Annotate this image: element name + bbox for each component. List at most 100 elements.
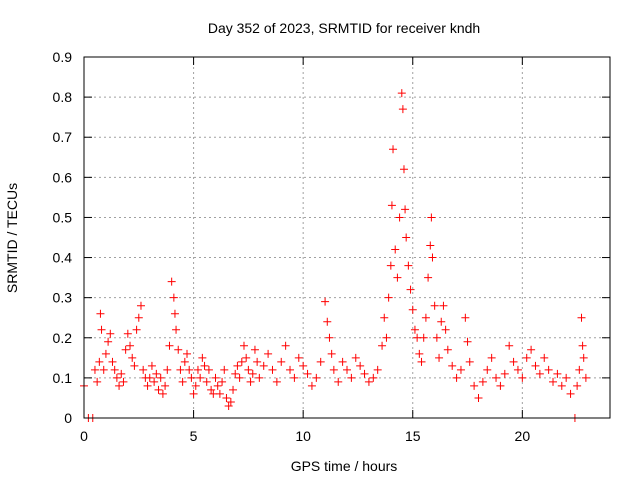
data-point [253, 357, 262, 366]
data-point [522, 353, 531, 362]
data-point [161, 381, 170, 390]
data-point [112, 373, 121, 382]
y-tick-label: 0.8 [53, 89, 73, 105]
data-point [248, 369, 257, 378]
data-point [356, 361, 365, 370]
data-point [165, 341, 174, 350]
data-point [505, 341, 514, 350]
data-point [207, 385, 216, 394]
data-point [463, 337, 472, 346]
data-point [286, 365, 295, 374]
data-point [329, 365, 338, 374]
data-point [222, 393, 231, 402]
data-point [343, 365, 351, 374]
y-tick-label: 0.5 [53, 209, 73, 225]
x-tick-label: 0 [80, 428, 88, 444]
data-point [198, 353, 207, 362]
data-point [167, 277, 176, 286]
data-point [211, 373, 220, 382]
data-point [386, 261, 395, 270]
data-point [242, 353, 251, 362]
data-point [303, 369, 312, 378]
data-point [465, 357, 474, 366]
data-point [338, 357, 347, 366]
data-point [250, 345, 259, 354]
data-point [398, 105, 407, 114]
data-point [557, 381, 566, 390]
data-point [478, 377, 487, 386]
data-point [156, 373, 165, 382]
data-point [432, 333, 441, 342]
data-point [200, 361, 209, 370]
data-point [134, 313, 143, 322]
x-axis-label: GPS time / hours [291, 458, 398, 474]
data-point [452, 373, 461, 382]
data-point [169, 293, 178, 302]
data-point [579, 353, 588, 362]
data-point [402, 233, 411, 242]
data-point [96, 309, 105, 318]
data-point [347, 373, 356, 382]
data-point [264, 349, 273, 358]
data-point [566, 389, 575, 398]
data-point [487, 353, 496, 362]
data-point [549, 377, 558, 386]
data-point [180, 357, 189, 366]
data-point [189, 389, 198, 398]
data-point [578, 341, 587, 350]
data-point [424, 273, 433, 282]
data-point [581, 373, 590, 382]
data-point [380, 313, 389, 322]
data-point [426, 241, 435, 250]
data-point [136, 301, 145, 310]
data-point [154, 385, 163, 394]
data-point [185, 365, 194, 374]
x-tick-label: 20 [515, 428, 531, 444]
data-point [417, 357, 426, 366]
data-point [97, 325, 106, 334]
data-point [470, 381, 479, 390]
data-point [435, 353, 444, 362]
y-tick-label: 0.7 [53, 129, 73, 145]
data-point [95, 357, 104, 366]
data-point [290, 373, 299, 382]
data-point [108, 357, 117, 366]
data-point [456, 365, 465, 374]
data-point [152, 369, 161, 378]
data-point [145, 373, 154, 382]
data-point [323, 317, 332, 326]
data-point [415, 349, 424, 358]
data-point [419, 333, 428, 342]
data-point [513, 365, 522, 374]
data-point [401, 205, 410, 214]
data-point [176, 365, 185, 374]
data-point [573, 381, 582, 390]
data-point [90, 365, 99, 374]
data-point [312, 373, 321, 382]
data-point [408, 305, 417, 314]
data-point [384, 293, 393, 302]
data-point [178, 377, 187, 386]
data-point [237, 357, 246, 366]
data-point [239, 341, 248, 350]
data-point [327, 349, 336, 358]
data-point [174, 345, 183, 354]
data-point [272, 377, 281, 386]
data-point [421, 313, 430, 322]
data-point [255, 373, 264, 382]
data-point [562, 373, 571, 382]
data-point [163, 365, 172, 374]
y-tick-label: 0.4 [53, 250, 73, 266]
data-point [448, 361, 457, 370]
x-tick-label: 10 [295, 428, 311, 444]
data-point [518, 373, 527, 382]
data-point [406, 285, 415, 294]
data-point [277, 357, 286, 366]
data-point [170, 309, 179, 318]
data-point [496, 381, 505, 390]
data-point [126, 341, 135, 350]
data-point [246, 377, 255, 386]
data-point [437, 317, 446, 326]
data-point [193, 365, 202, 374]
